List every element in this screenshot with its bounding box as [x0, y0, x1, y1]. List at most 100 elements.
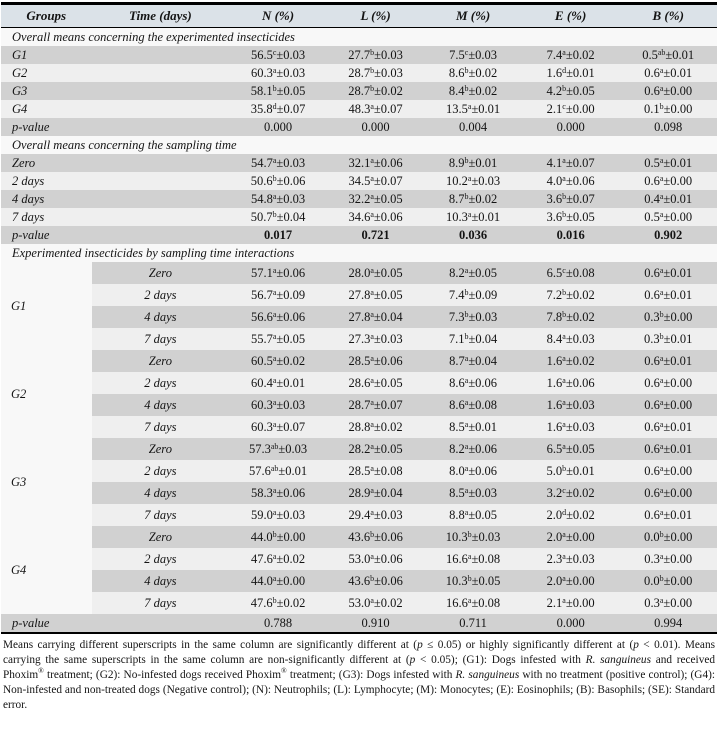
superscript-letter: b	[370, 573, 375, 583]
standard-error: ±0.06	[276, 173, 306, 188]
mean-value: 28.7	[348, 83, 371, 98]
standard-error: ±0.06	[373, 551, 403, 566]
mean-value: 56.7	[250, 287, 273, 302]
standard-error: ±0.06	[468, 375, 498, 390]
standard-error: ±0.03	[278, 441, 308, 456]
superscript-letter: a	[659, 155, 664, 165]
standard-error: ±0.00	[565, 529, 595, 544]
standard-error: ±0.03	[373, 507, 403, 522]
superscript-letter: c	[562, 101, 566, 111]
value-cell: 6.5c±0.08	[521, 262, 620, 284]
value-cell: 57.1a±0.06	[229, 262, 327, 284]
mean-value: 10.2	[446, 173, 468, 188]
interaction-row: 4 days 44.0a±0.00 43.6b±0.06 10.3b±0.05 2.0a…	[1, 570, 717, 592]
mean-value: 0.6	[644, 173, 660, 188]
mean-value: 28.0	[348, 265, 371, 280]
superscript-letter: a	[272, 265, 277, 275]
standard-error: ±0.00	[663, 83, 693, 98]
interaction-row: 7 days 47.6b±0.02 53.0a±0.02 16.6a±0.08 2.1a…	[1, 592, 717, 614]
time-label-cell: 7 days	[91, 592, 230, 614]
value-cell: 28.9a±0.04	[326, 482, 425, 504]
value-cell: 44.0a±0.00	[229, 570, 327, 592]
mean-value: 0.5	[642, 47, 658, 62]
standard-error: ±0.04	[373, 485, 403, 500]
time-label-cell: 2 days	[91, 372, 230, 394]
standard-error: ±0.06	[373, 155, 403, 170]
standard-error: ±0.05	[566, 83, 595, 98]
superscript-letter: a	[467, 209, 472, 219]
mean-value: 35.8	[250, 101, 273, 116]
standard-error: ±0.03	[565, 331, 595, 346]
standard-error: ±0.02	[565, 485, 595, 500]
mean-value: 7.3	[448, 309, 465, 324]
mean-value: 28.7	[348, 65, 371, 80]
value-cell: 56.5c±0.03	[229, 46, 327, 64]
mean-value: 1.6	[546, 65, 563, 80]
standard-error: ±0.03	[373, 331, 403, 346]
mean-value: 28.6	[348, 375, 371, 390]
value-cell: 0.6a±0.00	[619, 82, 717, 100]
value-cell: 47.6b±0.02	[229, 592, 327, 614]
superscript-letter: b	[464, 155, 469, 165]
value-cell: 0.1b±0.00	[619, 100, 717, 118]
p-value-cell: 0.910	[326, 614, 425, 633]
superscript-letter: a	[467, 101, 472, 111]
footnote-segment: treatment; (G3): Dogs infested with	[286, 669, 456, 682]
standard-error: ±0.07	[566, 191, 595, 206]
superscript-letter: a	[659, 191, 664, 201]
mean-value: 7.2	[546, 287, 563, 302]
standard-error: ±0.02	[468, 191, 498, 206]
value-cell: 55.7a±0.05	[229, 328, 327, 350]
row-label: G3	[1, 82, 230, 100]
mean-value: 60.3	[250, 65, 273, 80]
standard-error: ±0.00	[663, 595, 693, 610]
value-cell: 0.5a±0.00	[619, 208, 717, 226]
value-cell: 53.0a±0.06	[326, 548, 425, 570]
mean-value: 8.4	[448, 83, 465, 98]
superscript-letter: a	[659, 83, 664, 93]
mean-value: 27.3	[348, 331, 371, 346]
mean-value: 6.5	[546, 265, 563, 280]
superscript-letter: a	[370, 173, 374, 183]
p-value-label: p-value	[1, 226, 230, 244]
standard-error: ±0.03	[374, 47, 403, 62]
superscript-letter: a	[370, 397, 374, 407]
value-cell: 2.1c±0.00	[521, 100, 620, 118]
superscript-letter: c	[562, 265, 566, 275]
superscript-letter: b	[370, 83, 375, 93]
value-cell: 28.6a±0.05	[326, 372, 425, 394]
p-value-row: p-value 0.000 0.000 0.004 0.000 0.098	[1, 118, 717, 136]
superscript-letter: a	[464, 353, 469, 363]
column-header: Time (days)	[91, 3, 230, 28]
time-label-cell: 7 days	[91, 416, 230, 438]
superscript-letter: c	[562, 485, 566, 495]
superscript-letter: a	[272, 419, 277, 429]
standard-error: ±0.03	[468, 47, 498, 62]
mean-value: 29.4	[348, 507, 371, 522]
standard-error: ±0.01	[663, 419, 693, 434]
standard-error: ±0.02	[468, 65, 498, 80]
value-cell: 8.8a±0.05	[424, 504, 522, 526]
value-cell: 28.8a±0.02	[326, 416, 425, 438]
value-cell: 1.6a±0.03	[521, 394, 620, 416]
superscript-letter: a	[659, 595, 664, 605]
value-cell: 32.1a±0.06	[326, 154, 425, 172]
mean-value: 44.0	[250, 573, 273, 588]
mean-value: 1.6	[546, 353, 563, 368]
mean-value: 50.6	[250, 173, 273, 188]
mean-value: 0.0	[644, 573, 660, 588]
interaction-row: 7 days 60.3a±0.07 28.8a±0.02 8.5a±0.01 1.6a±…	[1, 416, 717, 438]
superscript-letter: b	[464, 309, 469, 319]
superscript-letter: a	[659, 397, 664, 407]
mean-value: 4.2	[546, 83, 563, 98]
superscript-letter: a	[562, 595, 566, 605]
value-cell: 7.8b±0.02	[521, 306, 620, 328]
mean-value: 2.1	[546, 595, 563, 610]
section-title-row: Experimented insecticides by sampling ti…	[1, 244, 717, 262]
mean-value: 57.6	[248, 463, 271, 478]
value-cell: 13.5a±0.01	[424, 100, 522, 118]
value-cell: 60.5a±0.02	[229, 350, 327, 372]
interaction-row: G1 Zero 57.1a±0.06 28.0a±0.05 8.2a±0.05 6.5c±…	[1, 262, 717, 350]
standard-error: ±0.00	[663, 529, 693, 544]
standard-error: ±0.06	[468, 463, 498, 478]
